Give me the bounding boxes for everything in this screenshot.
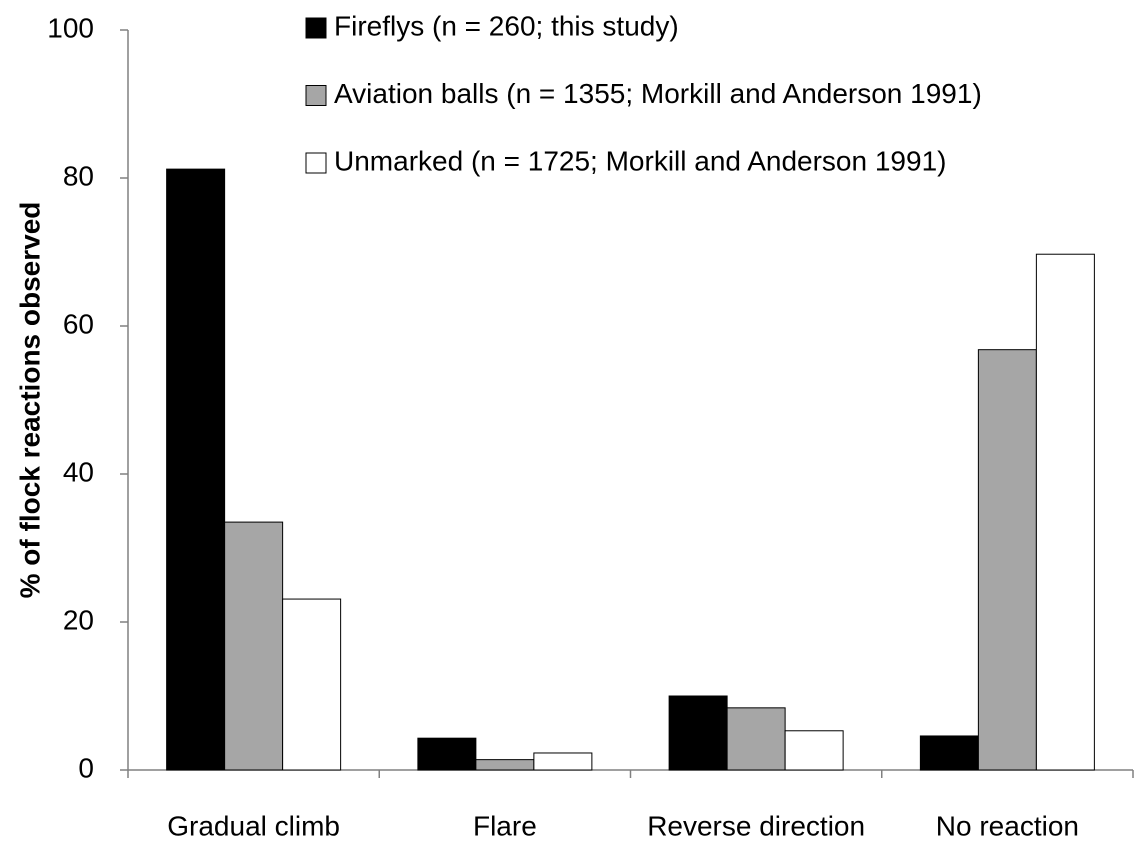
bar xyxy=(282,598,342,771)
bar xyxy=(166,168,226,771)
y-tick-label: 80 xyxy=(63,160,94,191)
y-tick-label: 40 xyxy=(63,456,94,487)
x-tick-label: No reaction xyxy=(936,810,1079,841)
legend-swatch xyxy=(305,85,327,106)
bar xyxy=(475,759,535,771)
y-tick-label: 20 xyxy=(63,604,94,635)
legend-label: Aviation balls (n = 1355; Morkill and An… xyxy=(334,78,982,109)
bar xyxy=(1035,253,1095,771)
y-tick-label: 0 xyxy=(78,752,94,783)
bar xyxy=(919,735,979,771)
x-tick-label: Flare xyxy=(473,810,537,841)
bar xyxy=(726,707,786,771)
x-tick-label: Reverse direction xyxy=(647,810,865,841)
bar xyxy=(224,521,284,771)
bar xyxy=(784,730,844,771)
x-tick-label: Gradual climb xyxy=(167,810,340,841)
y-tick-label: 60 xyxy=(63,308,94,339)
bar xyxy=(417,737,477,771)
y-tick-label: 100 xyxy=(47,12,94,43)
y-axis-label: % of flock reactions observed xyxy=(14,202,45,599)
bar xyxy=(977,349,1037,771)
legend-swatch xyxy=(305,152,327,174)
legend-label: Fireflys (n = 260; this study) xyxy=(334,10,679,41)
bar xyxy=(668,695,728,771)
legend-label: Unmarked (n = 1725; Morkill and Anderson… xyxy=(334,145,946,176)
legend-swatch xyxy=(305,17,327,39)
bar xyxy=(533,752,593,771)
